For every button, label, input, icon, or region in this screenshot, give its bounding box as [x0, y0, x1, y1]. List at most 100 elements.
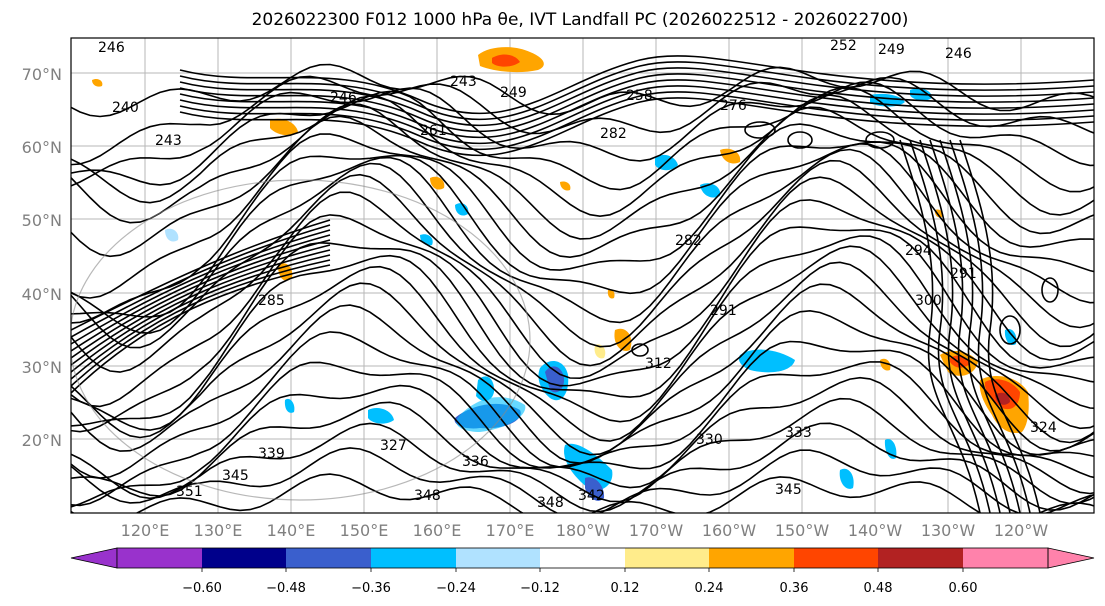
lon-label: 130°E — [194, 521, 243, 540]
contour-label: 348 — [537, 495, 564, 511]
lon-label: 120°W — [994, 521, 1049, 540]
contour-line — [71, 214, 1094, 408]
contour-line — [71, 239, 331, 359]
contour-label: 294 — [905, 243, 932, 259]
colorbar-extend-low — [70, 547, 118, 569]
closed-contour — [787, 131, 813, 149]
contour-line — [179, 91, 1094, 151]
contour-line — [71, 249, 331, 373]
contour-label: 276 — [720, 98, 747, 114]
contour-label: 246 — [330, 90, 357, 106]
contour-line — [71, 282, 1094, 456]
contour-label: 342 — [578, 488, 605, 504]
map-frame — [70, 37, 1095, 514]
contour-label: 351 — [176, 484, 203, 500]
contour-line — [71, 235, 1094, 433]
longitude-labels: 120°E 130°E 140°E 150°E 160°E 170°E 180°… — [121, 521, 1049, 540]
contour-label: 291 — [950, 266, 977, 282]
contour-line — [71, 159, 1094, 348]
lat-label: 70°N — [22, 65, 62, 84]
lon-label: 170°E — [486, 521, 535, 540]
colorbar-swatch — [540, 548, 625, 568]
contour-line — [71, 397, 1094, 505]
colorbar-tick: −0.36 — [351, 581, 391, 596]
contour-line — [71, 173, 1094, 367]
colorbar-swatch — [963, 548, 1048, 568]
contour-line — [179, 55, 1094, 115]
colorbar-swatch — [625, 548, 709, 568]
contour-label: 336 — [462, 454, 489, 470]
colorbar-tick: −0.60 — [182, 581, 222, 596]
colorbar-swatch — [286, 548, 371, 568]
colorbar-swatch — [878, 548, 963, 568]
latitude-labels: 70°N 60°N 50°N 40°N 30°N 20°N — [22, 65, 62, 450]
colorbar-tick: 0.36 — [780, 581, 809, 596]
contour-label: 252 — [830, 38, 857, 54]
colorbar-tick: −0.24 — [436, 581, 476, 596]
lon-label: 130°W — [921, 521, 976, 540]
contour-line — [71, 219, 331, 331]
contour-label: 345 — [222, 468, 249, 484]
colorbar-outline — [116, 547, 1049, 569]
lon-label: 160°W — [702, 521, 757, 540]
closed-contour — [631, 343, 649, 357]
contour-line — [71, 86, 1094, 193]
contour-label: 243 — [155, 133, 182, 149]
closed-contour — [744, 121, 776, 139]
contour-line — [71, 376, 1094, 508]
contour-line — [71, 75, 1094, 166]
colorbar-swatch — [202, 548, 286, 568]
contour-label: 324 — [1030, 420, 1057, 436]
lon-label: 140°E — [267, 521, 316, 540]
contour-line — [939, 139, 1021, 513]
contour-line — [71, 447, 1094, 513]
contour-line — [71, 142, 1094, 324]
contour-line — [179, 79, 1094, 139]
contour-line — [71, 191, 1094, 380]
contour-label: 345 — [775, 482, 802, 498]
colorbar-tick: 0.24 — [695, 581, 724, 596]
contour-label: 291 — [710, 303, 737, 319]
lon-label: 120°E — [121, 521, 170, 540]
lon-label: 140°W — [848, 521, 903, 540]
colorbar-tick: −0.12 — [520, 581, 560, 596]
contour-line — [899, 139, 981, 513]
contour-line — [71, 245, 1094, 430]
contour-line — [71, 133, 1094, 299]
contour-label: 246 — [98, 40, 125, 56]
colorbar-swatch — [709, 548, 794, 568]
contour-line — [959, 139, 1041, 513]
contour-line — [179, 67, 1094, 127]
contour-line — [71, 94, 1094, 218]
lon-label: 150°E — [340, 521, 389, 540]
contour-label: 330 — [696, 432, 723, 448]
closed-contour — [1041, 277, 1059, 303]
contour-line — [71, 422, 1094, 513]
contour-line — [919, 139, 1001, 513]
contour-line — [71, 103, 1094, 240]
contour-labels: 246 240 243 243 249 246 252 249 246 258 … — [98, 38, 1057, 511]
contour-label: 333 — [785, 425, 812, 441]
contour-label: 243 — [450, 74, 477, 90]
contour-label: 312 — [645, 356, 672, 372]
theta-e-contours — [71, 55, 1094, 513]
contour-line — [949, 139, 1031, 513]
colorbar-swatch — [794, 548, 878, 568]
contour-label: 285 — [258, 293, 285, 309]
lon-label: 150°W — [775, 521, 830, 540]
lat-label: 20°N — [22, 431, 62, 450]
contour-label: 282 — [675, 233, 702, 249]
lon-label: 170°W — [629, 521, 684, 540]
contour-line — [179, 73, 1094, 133]
contour-line — [179, 97, 1094, 157]
lat-label: 40°N — [22, 285, 62, 304]
contour-label: 246 — [945, 46, 972, 62]
colorbar-swatch — [117, 548, 202, 568]
contour-label: 240 — [112, 100, 139, 116]
contour-line — [179, 61, 1094, 121]
contour-line — [71, 244, 331, 366]
colorbar-tick: −0.48 — [266, 581, 306, 596]
contour-line — [71, 115, 1094, 259]
contour-line — [71, 264, 331, 394]
